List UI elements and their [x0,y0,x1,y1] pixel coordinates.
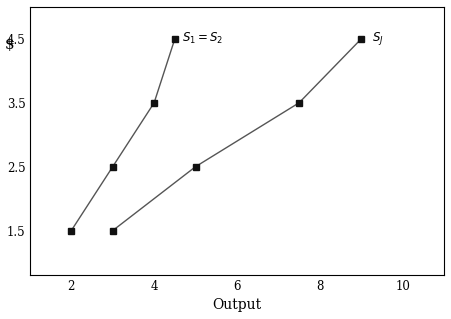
X-axis label: Output: Output [212,298,262,312]
Text: $S_J$: $S_J$ [372,30,383,48]
Text: $: $ [5,38,14,52]
Text: $S_1 = S_2$: $S_1 = S_2$ [182,31,224,47]
